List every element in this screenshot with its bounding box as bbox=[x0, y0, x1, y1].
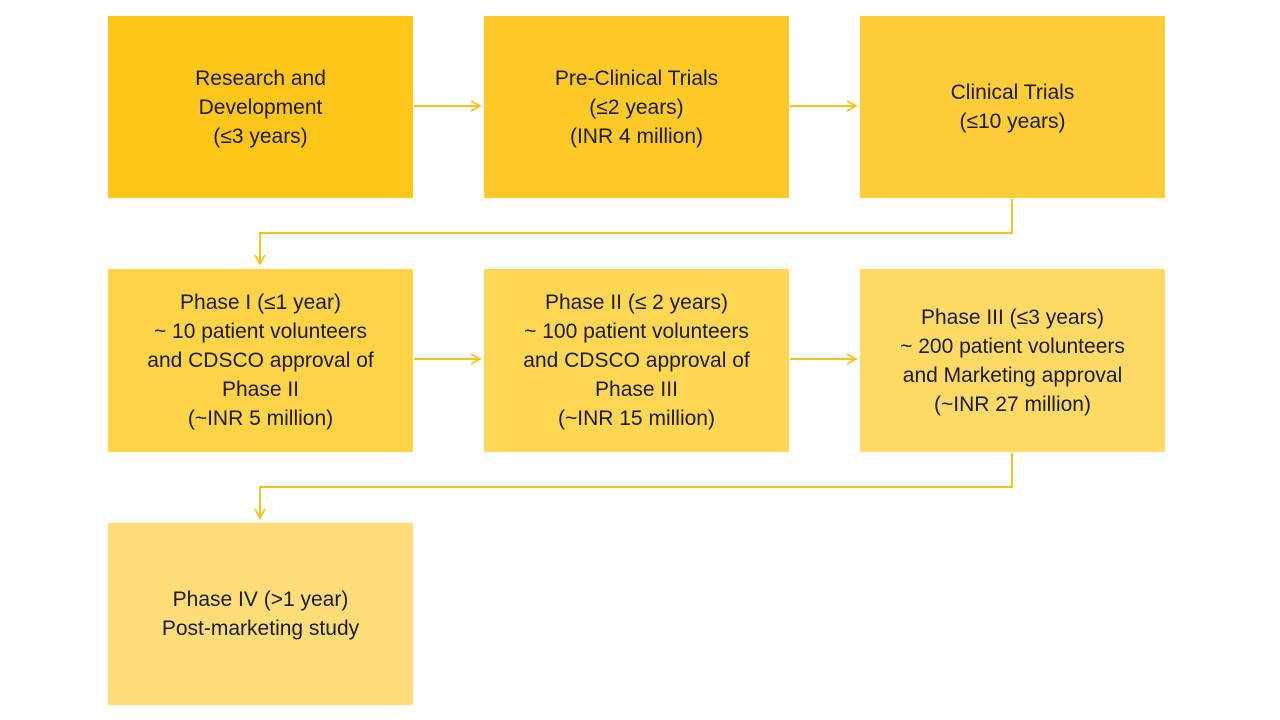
stage-text: Phase IV (>1 year) Post-marketing study bbox=[162, 585, 359, 643]
stage-line: ~ 200 patient volunteers bbox=[900, 334, 1125, 358]
stage-line: (INR 4 million) bbox=[569, 124, 703, 148]
stage-line: Phase III (≤3 years) bbox=[920, 305, 1105, 329]
stage-line: Phase IV (>1 year) bbox=[172, 588, 349, 611]
stage-line: ~ 100 patient volunteers bbox=[524, 320, 749, 343]
stage-box-clinical-trials: Clinical Trials (≤10 years) bbox=[860, 16, 1165, 198]
stage-text: Pre-Clinical Trials (≤2 years) (INR 4 mi… bbox=[555, 64, 718, 151]
stage-line: (~INR 27 million) bbox=[934, 392, 1091, 416]
stage-line: and CDSCO approval of bbox=[147, 349, 374, 372]
stage-line: Research and bbox=[195, 66, 326, 90]
stage-text: Clinical Trials (≤10 years) bbox=[951, 78, 1075, 136]
stage-line: and Marketing approval bbox=[902, 363, 1123, 387]
stage-line: (≤10 years) bbox=[959, 110, 1066, 133]
stage-text: Phase I (≤1 year) ~ 10 patient volunteer… bbox=[147, 288, 373, 433]
stage-line: and CDSCO approval of bbox=[523, 349, 750, 372]
stage-box-phase-3: Phase III (≤3 years) ~ 200 patient volun… bbox=[860, 269, 1165, 452]
arrow-phase3-to-phase4 bbox=[254, 453, 1013, 520]
stage-line: Development bbox=[198, 95, 323, 119]
stage-text: Phase III (≤3 years) ~ 200 patient volun… bbox=[900, 303, 1125, 419]
stage-text: Phase II (≤ 2 years) ~ 100 patient volun… bbox=[523, 288, 749, 433]
stage-line: Post-marketing study bbox=[161, 617, 360, 640]
stage-line: Phase III bbox=[595, 378, 678, 401]
stage-text: Research and Development (≤3 years) bbox=[195, 64, 326, 151]
stage-line: (≤2 years) bbox=[589, 95, 684, 119]
stage-line: Phase II bbox=[221, 378, 300, 401]
arrow-clinical-to-phase1 bbox=[254, 199, 1013, 266]
stage-line: (~INR 15 million) bbox=[558, 407, 715, 430]
stage-box-phase-4: Phase IV (>1 year) Post-marketing study bbox=[108, 523, 413, 705]
stage-line: Clinical Trials bbox=[950, 81, 1075, 104]
stage-line: Phase II (≤ 2 years) bbox=[544, 291, 729, 314]
stage-box-phase-2: Phase II (≤ 2 years) ~ 100 patient volun… bbox=[484, 269, 789, 452]
stage-line: (~INR 5 million) bbox=[187, 407, 334, 430]
stage-box-phase-1: Phase I (≤1 year) ~ 10 patient volunteer… bbox=[108, 269, 413, 452]
stage-box-research-development: Research and Development (≤3 years) bbox=[108, 16, 413, 198]
stage-line: ~ 10 patient volunteers bbox=[153, 320, 368, 343]
stage-box-pre-clinical-trials: Pre-Clinical Trials (≤2 years) (INR 4 mi… bbox=[484, 16, 789, 198]
stage-line: (≤3 years) bbox=[213, 124, 308, 148]
stage-line: Pre-Clinical Trials bbox=[554, 66, 719, 90]
stage-line: Phase I (≤1 year) bbox=[180, 291, 341, 314]
